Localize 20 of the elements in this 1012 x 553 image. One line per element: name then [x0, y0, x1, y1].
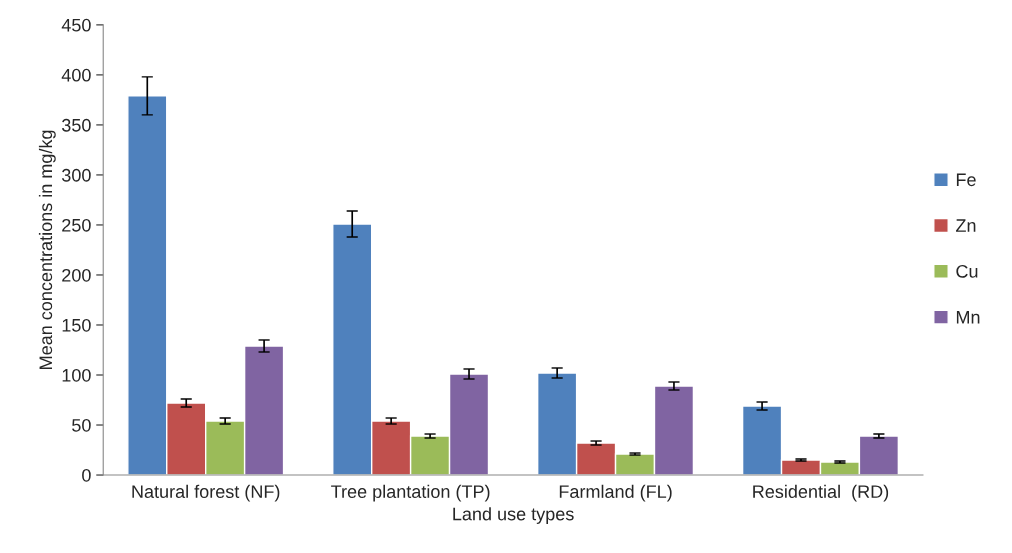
legend-label: Zn	[956, 219, 976, 232]
legend-label: Fe	[956, 173, 976, 187]
x-tick-label: Farmland (FL)	[559, 484, 672, 502]
x-tick-label: Natural forest (NF)	[132, 484, 280, 502]
y-tick-label: 200	[62, 268, 91, 282]
x-axis-title: Land use types	[453, 507, 574, 524]
legend-label: Mn	[956, 310, 980, 324]
y-tick-label: 50	[72, 418, 91, 432]
y-tick-label: 250	[62, 218, 91, 232]
x-tick-label: Residential (RD)	[753, 484, 889, 502]
y-tick-label: 0	[82, 468, 91, 482]
x-tick-label: Tree plantation (TP)	[331, 484, 490, 502]
y-tick-label: 350	[61, 118, 91, 132]
legend-label: Cu	[956, 264, 978, 278]
y-tick-label: 100	[62, 368, 91, 382]
y-axis-title: Mean concentrations in mg/kg	[38, 130, 56, 369]
y-tick-label: 400	[61, 68, 91, 82]
y-tick-label: 150	[62, 318, 91, 332]
y-tick-label: 450	[61, 18, 91, 32]
y-tick-label: 300	[61, 168, 91, 182]
